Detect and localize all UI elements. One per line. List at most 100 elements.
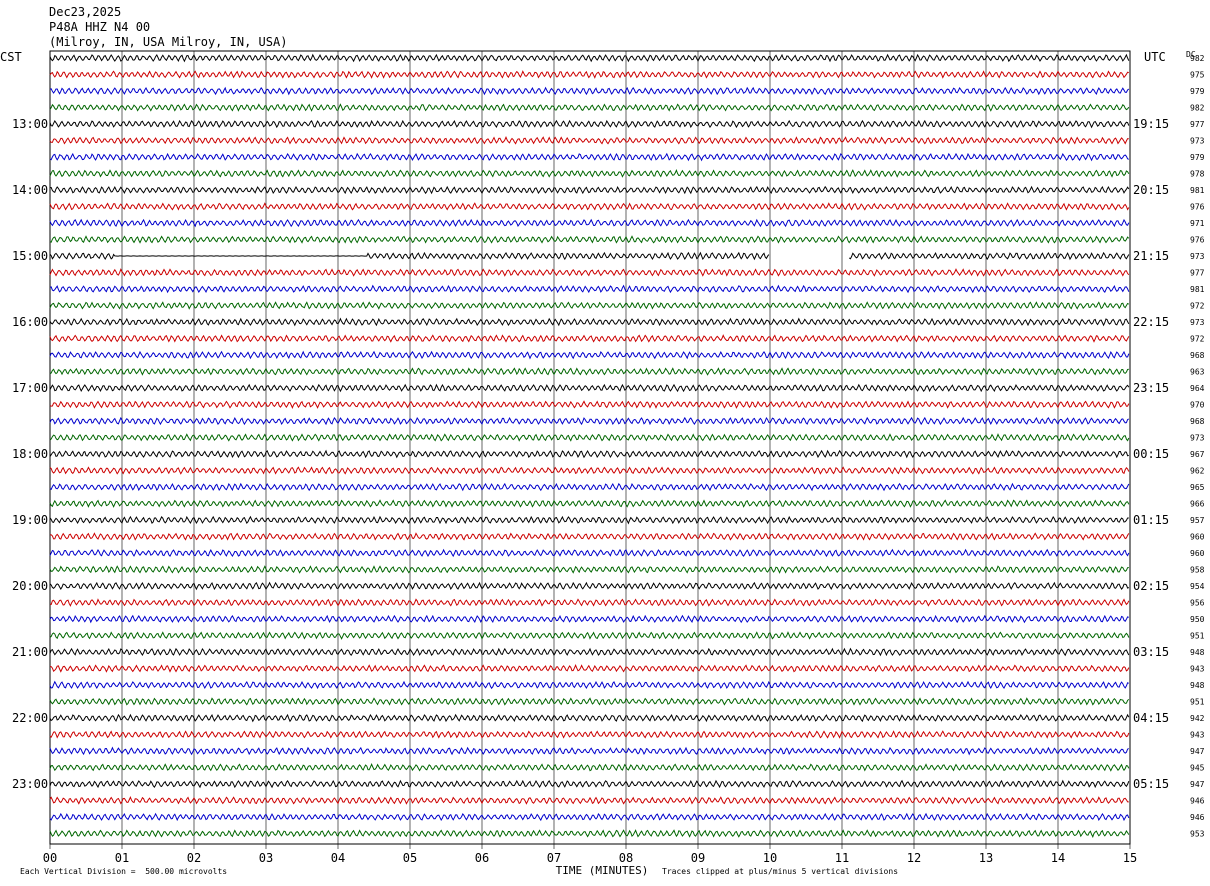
right-timezone-label: UTC	[1144, 50, 1166, 64]
dc-offset-label: 976	[1190, 203, 1205, 212]
dc-offset-label: 972	[1190, 335, 1205, 344]
seismic-trace	[49, 334, 1130, 343]
dc-offset-label: 976	[1190, 236, 1205, 245]
dc-offset-label: 963	[1190, 368, 1205, 377]
seismic-trace	[49, 466, 1130, 475]
seismic-trace	[49, 647, 1130, 657]
dc-offset-label: 979	[1190, 153, 1205, 162]
x-tick-label: 09	[691, 851, 705, 865]
seismic-trace	[49, 86, 1130, 96]
dc-offset-label: 968	[1190, 417, 1205, 426]
left-hour-label: 23:00	[12, 777, 48, 791]
x-axis-title: TIME (MINUTES)	[556, 864, 649, 877]
dc-offset-label: 981	[1190, 285, 1205, 294]
seismic-trace	[49, 565, 1129, 574]
seismic-trace	[49, 185, 1130, 195]
dc-offset-label: 971	[1190, 219, 1205, 228]
left-hour-label: 15:00	[12, 249, 48, 263]
dc-offset-label: 948	[1190, 648, 1205, 657]
seismic-trace	[49, 301, 1130, 310]
x-tick-label: 06	[475, 851, 489, 865]
left-hour-label: 19:00	[12, 513, 48, 527]
dc-offset-label: 947	[1190, 747, 1205, 756]
left-timezone-label: CST	[0, 50, 22, 64]
dc-offset-label: 972	[1190, 302, 1205, 311]
seismic-trace	[49, 515, 1129, 525]
dc-offset-label: 945	[1190, 764, 1205, 773]
dc-offset-label: 973	[1190, 318, 1205, 327]
right-hour-label: 21:15	[1133, 249, 1169, 263]
x-tick-label: 00	[43, 851, 57, 865]
right-hour-label: 22:15	[1133, 315, 1169, 329]
dc-offset-label: 970	[1190, 401, 1205, 410]
seismic-trace	[49, 367, 1129, 376]
seismic-trace	[49, 829, 1130, 838]
seismic-trace	[49, 779, 1130, 789]
x-tick-label: 04	[331, 851, 345, 865]
x-tick-label: 03	[259, 851, 273, 865]
dc-offset-label: 954	[1190, 582, 1205, 591]
x-tick-label: 13	[979, 851, 993, 865]
seismic-trace	[49, 631, 1130, 640]
seismic-trace	[49, 136, 1129, 145]
seismic-trace	[49, 251, 770, 261]
seismic-trace	[49, 581, 1130, 591]
dc-offset-label: 948	[1190, 681, 1205, 690]
scale-note: Each Vertical Division = 500.00 microvol…	[20, 867, 228, 876]
seismic-trace	[49, 532, 1130, 541]
right-hour-label: 05:15	[1133, 777, 1169, 791]
seismic-trace	[49, 202, 1130, 211]
dc-offset-label: 966	[1190, 500, 1205, 509]
seismic-trace	[49, 103, 1130, 112]
date-label: Dec23,2025	[49, 5, 122, 19]
x-tick-label: 10	[763, 851, 777, 865]
clip-note: Traces clipped at plus/minus 5 vertical …	[662, 867, 899, 876]
dc-offset-label: 965	[1190, 483, 1205, 492]
seismic-trace	[49, 53, 1130, 63]
dc-offset-label: 967	[1190, 450, 1205, 459]
seismic-trace	[49, 268, 1130, 277]
dc-offset-label: 978	[1190, 170, 1205, 179]
dc-offset-label: 956	[1190, 599, 1205, 608]
x-tick-label: 14	[1051, 851, 1065, 865]
seismic-trace	[49, 499, 1130, 508]
x-tick-label: 12	[907, 851, 921, 865]
seismic-trace	[49, 746, 1129, 756]
seismic-trace	[49, 284, 1130, 294]
seismic-trace	[49, 350, 1130, 360]
seismic-trace	[49, 796, 1129, 805]
right-hour-label: 01:15	[1133, 513, 1169, 527]
seismic-trace	[49, 614, 1129, 624]
x-tick-label: 15	[1123, 851, 1137, 865]
seismic-trace	[49, 218, 1130, 228]
dc-offset-label: 982	[1190, 54, 1205, 63]
seismic-trace	[49, 680, 1129, 690]
seismic-trace	[49, 449, 1129, 459]
right-hour-label: 00:15	[1133, 447, 1169, 461]
dc-offset-label: 957	[1190, 516, 1205, 525]
location-label: (Milroy, IN, USA Milroy, IN, USA)	[49, 35, 288, 49]
left-hour-label: 16:00	[12, 315, 48, 329]
seismic-trace	[49, 433, 1130, 442]
left-hour-label: 21:00	[12, 645, 48, 659]
seismic-trace	[49, 697, 1130, 706]
right-hour-label: 04:15	[1133, 711, 1169, 725]
dc-offset-label: 960	[1190, 549, 1205, 558]
right-hour-label: 20:15	[1133, 183, 1169, 197]
left-hour-label: 14:00	[12, 183, 48, 197]
dc-offset-label: 973	[1190, 252, 1205, 261]
dc-offset-label: 973	[1190, 137, 1205, 146]
seismic-trace	[49, 730, 1130, 739]
seismic-trace	[848, 251, 1130, 261]
x-tick-label: 05	[403, 851, 417, 865]
left-hour-label: 22:00	[12, 711, 48, 725]
dc-offset-label: 947	[1190, 780, 1205, 789]
x-tick-label: 01	[115, 851, 129, 865]
seismic-trace	[49, 235, 1130, 244]
dc-offset-label: 950	[1190, 615, 1205, 624]
x-tick-label: 11	[835, 851, 849, 865]
dc-offset-label: 960	[1190, 533, 1205, 542]
right-hour-label: 19:15	[1133, 117, 1169, 131]
seismic-trace	[49, 548, 1130, 558]
dc-offset-label: 943	[1190, 665, 1205, 674]
